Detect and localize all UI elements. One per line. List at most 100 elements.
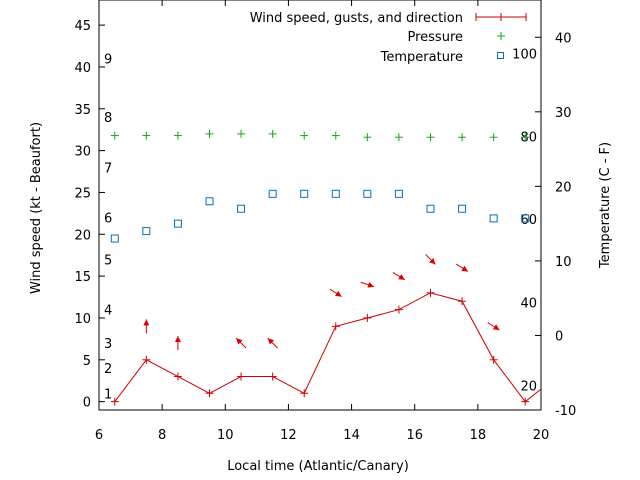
- pressure-series: [110, 129, 530, 142]
- beaufort-label: 7: [104, 161, 112, 176]
- temperature-point: [426, 204, 435, 213]
- pressure-point: [268, 129, 277, 138]
- fahrenheit-label: 20: [520, 379, 537, 394]
- wind-point: [268, 372, 277, 381]
- temperature-point: [110, 234, 119, 243]
- y-axis-ticks: 0 5 10 15 20 25 30 35 40 45: [74, 19, 105, 411]
- x-tick-label: 20: [533, 428, 550, 443]
- beaufort-label: 5: [104, 253, 112, 268]
- beaufort-label: 8: [104, 111, 112, 126]
- beaufort-labels: 1 2 3 4 5 6 7 8 9: [104, 53, 112, 403]
- wind-arrow: [235, 337, 247, 349]
- temperature-series: [110, 189, 530, 243]
- y2-tick-label: -10: [555, 404, 576, 419]
- wind-point: [331, 322, 340, 331]
- pressure-point: [521, 133, 530, 142]
- wind-arrow: [267, 337, 278, 349]
- wind-point: [142, 355, 151, 364]
- beaufort-label: 2: [104, 362, 112, 377]
- beaufort-label: 3: [104, 337, 112, 352]
- x-axis-label: Local time (Atlantic/Canary): [227, 459, 409, 474]
- wind-arrow: [392, 271, 406, 281]
- x-tick-label: 6: [95, 428, 103, 443]
- temperature-point: [363, 189, 372, 198]
- x-tick-label: 16: [406, 428, 423, 443]
- wind-series: [110, 288, 542, 406]
- wind-point: [300, 389, 309, 398]
- y-tick-label: 20: [74, 228, 91, 243]
- y2-axis-label: Temperature (C - F): [598, 142, 613, 269]
- temperature-point: [521, 214, 530, 223]
- wind-point: [205, 389, 214, 398]
- wind-point: [394, 305, 403, 314]
- y2-tick-label: 20: [555, 180, 572, 195]
- y2-tick-label: 40: [555, 31, 572, 46]
- y-tick-label: 45: [74, 19, 91, 34]
- pressure-point: [363, 133, 372, 142]
- temperature-point: [394, 189, 403, 198]
- wind-direction-arrows: [143, 254, 500, 351]
- y2-tick-label: 0: [555, 329, 563, 344]
- temperature-point: [489, 214, 498, 223]
- beaufort-label: 1: [104, 387, 112, 402]
- x-tick-label: 18: [470, 428, 487, 443]
- temperature-point: [205, 197, 214, 206]
- legend-sample-temperature: [497, 52, 504, 59]
- wind-arrow: [487, 322, 500, 331]
- legend: Wind speed, gusts, and direction Pressur…: [250, 11, 527, 65]
- beaufort-label: 9: [104, 53, 112, 68]
- y-tick-label: 5: [83, 354, 91, 369]
- y-tick-label: 25: [74, 186, 91, 201]
- wind-point: [363, 313, 372, 322]
- y-tick-label: 10: [74, 312, 91, 327]
- legend-sample-pressure: [497, 32, 505, 40]
- plot-frame: [98, 0, 542, 411]
- y-axis-label: Wind speed (kt - Beaufort): [29, 122, 44, 294]
- temperature-point: [237, 204, 246, 213]
- pressure-point: [173, 131, 182, 140]
- fahrenheit-label: 80: [520, 130, 537, 145]
- temperature-point: [331, 189, 340, 198]
- y-tick-label: 40: [74, 61, 91, 76]
- beaufort-label: 4: [104, 304, 112, 319]
- y-tick-label: 0: [83, 396, 91, 411]
- wind-point: [237, 372, 246, 381]
- wind-arrow: [455, 263, 469, 272]
- wind-point: [489, 355, 498, 364]
- wind-point: [110, 397, 119, 406]
- x-tick-label: 14: [343, 428, 360, 443]
- x-tick-label: 8: [158, 428, 166, 443]
- wind-point: [521, 397, 530, 406]
- wind-arrow: [425, 254, 436, 265]
- pressure-point: [394, 133, 403, 142]
- x-tick-label: 12: [280, 428, 297, 443]
- wind-arrow: [360, 281, 375, 288]
- y-tick-label: 35: [74, 103, 91, 118]
- wind-arrow: [174, 336, 181, 351]
- y2-tick-label: 30: [555, 106, 572, 121]
- wind-point: [458, 297, 467, 306]
- fahrenheit-label: 40: [520, 297, 537, 312]
- x-axis-ticks: 6 8 10 12 14 16 18 20: [95, 0, 549, 443]
- pressure-point: [110, 131, 119, 140]
- wind-arrow: [143, 319, 150, 334]
- temperature-point: [142, 227, 151, 236]
- temperature-point: [173, 219, 182, 228]
- legend-label-temperature: Temperature: [380, 50, 463, 65]
- fahrenheit-label: 100: [512, 48, 537, 63]
- y-tick-label: 15: [74, 270, 91, 285]
- x-tick-label: 10: [217, 428, 234, 443]
- wind-arrow: [329, 288, 342, 297]
- temperature-point: [458, 204, 467, 213]
- legend-sample-wind: [475, 13, 527, 21]
- pressure-point: [300, 131, 309, 140]
- wind-point: [426, 288, 435, 297]
- pressure-point: [331, 131, 340, 140]
- pressure-point: [426, 133, 435, 142]
- legend-label-pressure: Pressure: [407, 30, 463, 45]
- y-tick-label: 30: [74, 145, 91, 160]
- pressure-point: [458, 133, 467, 142]
- wind-speed-line: [114, 292, 542, 403]
